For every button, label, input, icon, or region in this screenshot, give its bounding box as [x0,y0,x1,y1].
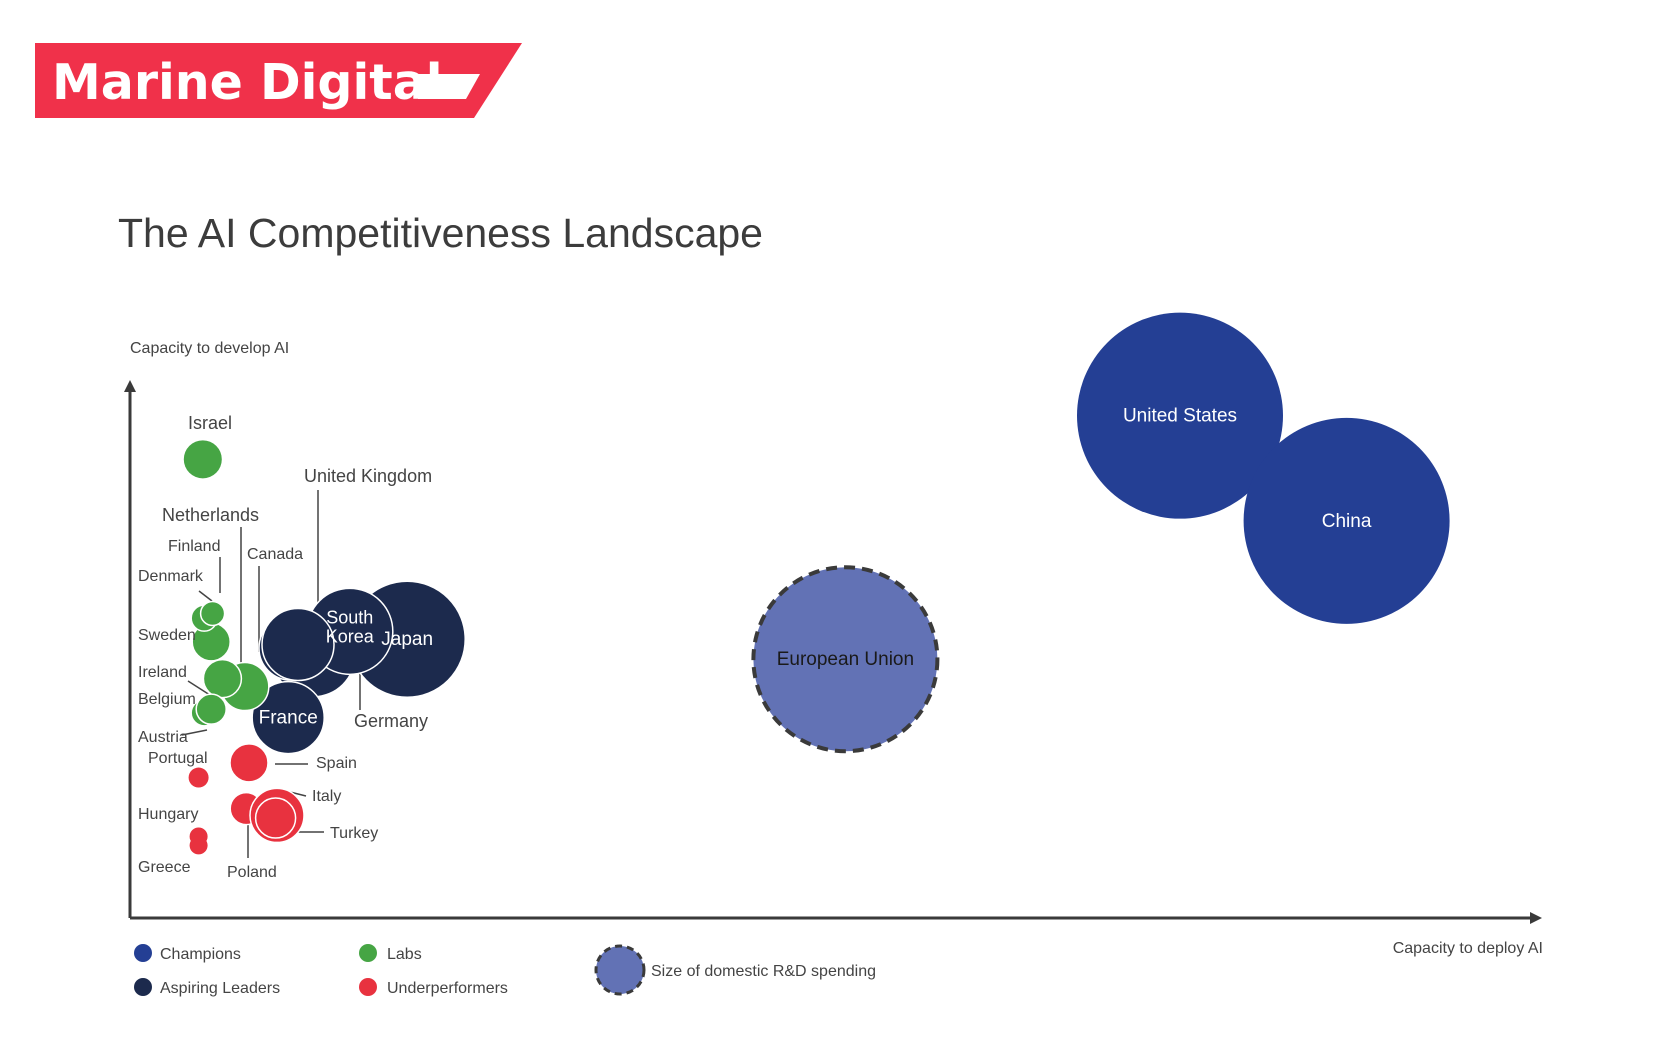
label-austria: Austria [138,729,188,746]
legend-size-swatch [594,944,646,996]
bubble-belgium [195,693,227,725]
connector-denmark [198,590,213,602]
bubble-finland [199,600,226,627]
label-italy: Italy [312,788,341,805]
label-finland: Finland [168,538,220,555]
label-portugal: Portugal [148,750,208,767]
label-ireland: Ireland [138,664,187,681]
label-germany: Germany [354,711,428,731]
label-spain: Spain [316,755,357,772]
logo-flag-icon [418,74,480,99]
label-hungary: Hungary [138,806,198,823]
legend-label-aspiring-leaders: Aspiring Leaders [160,980,280,997]
label-netherlands: Netherlands [162,505,259,525]
bubble-european-union [751,565,940,754]
brand-name: Marine Digital [52,54,443,111]
bubble-united-kingdom [261,607,335,682]
bubble-united-states [1077,312,1283,519]
label-european-union: European Union [777,649,914,670]
connector-austria [181,729,208,736]
axes: Capacity to develop AI Capacity to deplo… [124,340,1543,957]
y-axis-label: Capacity to develop AI [130,340,289,357]
legend-swatch-champions [134,944,152,962]
label-greece: Greece [138,859,191,876]
legend-size-note: Size of domestic R&D spending [651,963,876,980]
legend-swatch-aspiring-leaders [134,978,152,996]
label-turkey: Turkey [330,825,378,842]
label-poland: Poland [227,864,277,881]
bubble-layer [183,312,1450,855]
label-israel: Israel [188,413,232,433]
legend-label-labs: Labs [387,946,422,963]
label-denmark: Denmark [138,568,204,585]
label-sweden: Sweden [138,627,196,644]
brand-logo: Marine Digital [35,43,522,118]
legend-swatch-labs [359,944,377,962]
x-axis-label: Capacity to deploy AI [1393,940,1543,957]
label-belgium: Belgium [138,691,196,708]
bubble-greece [189,836,208,855]
label-china: China [1322,511,1372,532]
chart-title: The AI Competitiveness Landscape [118,210,763,256]
label-south-korea: South Korea [326,607,375,646]
label-united-kingdom: United Kingdom [304,466,432,486]
label-canada: Canada [247,546,303,563]
label-france: France [259,708,318,729]
legend-label-underperformers: Underperformers [387,980,508,997]
bubble-portugal [188,767,209,788]
logo-banner [35,43,522,118]
bubble-china [1243,417,1450,624]
bubble-ireland [202,658,243,699]
label-united-states: United States [1123,406,1237,427]
legend-label-champions: Champions [160,946,241,963]
bubble-spain [229,743,269,783]
bubble-labels: United States China European Union Japan Sou… [138,406,1372,881]
bubble-france [251,680,325,755]
bubble-turkey [254,797,297,839]
legend-swatch-underperformers [359,978,377,996]
label-japan: Japan [381,629,433,650]
bubble-israel [183,440,222,479]
legend: Champions Aspiring Leaders Labs Underper… [134,944,876,997]
